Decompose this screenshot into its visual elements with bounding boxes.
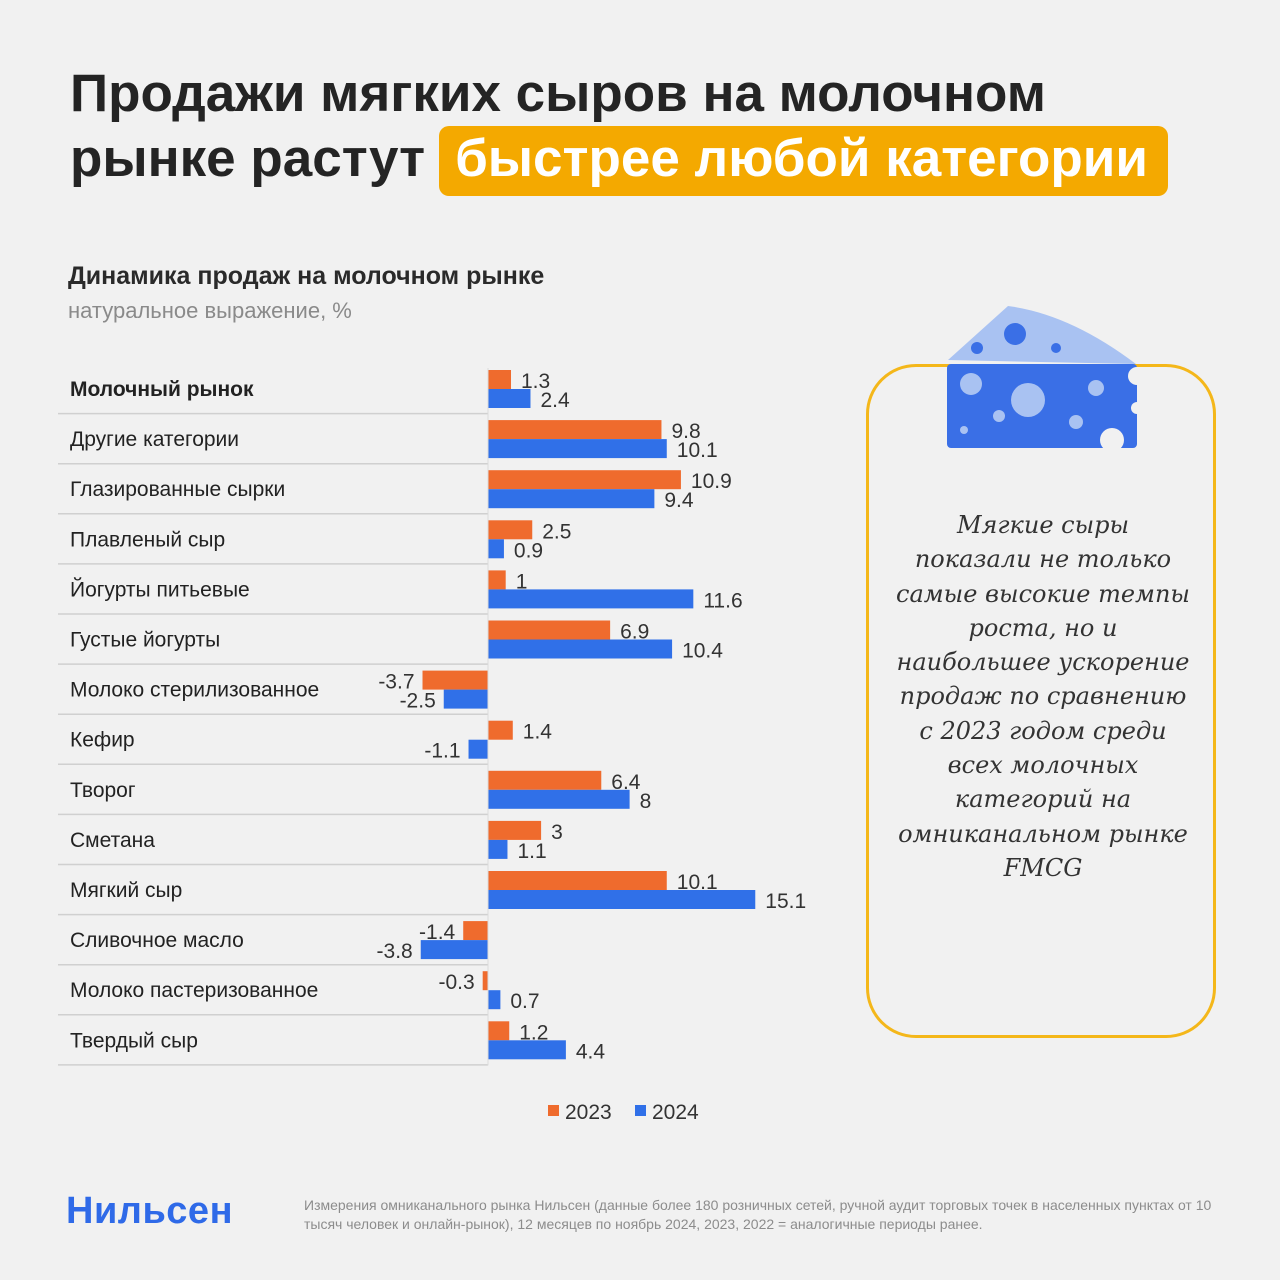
bar-2024: [443, 689, 488, 709]
headline-plain: рынке растут: [70, 129, 426, 188]
data-label-2024: -1.1: [424, 740, 460, 763]
category-label: Густые йогурты: [70, 629, 220, 652]
legend-label-2023: 2023: [565, 1101, 612, 1124]
data-label-2023: -1.4: [419, 921, 456, 944]
callout-text: Мягкие сыры показали не только самые выс…: [896, 511, 1190, 882]
data-label-2024: 11.6: [703, 589, 742, 612]
category-label: Мягкий сыр: [70, 879, 182, 902]
bar-2024: [488, 839, 508, 859]
data-label-2023: 9.8: [671, 420, 700, 443]
bar-2024: [488, 1040, 566, 1060]
headline-line-1: Продажи мягких сыров на молочном: [70, 64, 1046, 123]
category-label: Другие категории: [70, 428, 239, 451]
data-label-2023: -3.7: [378, 671, 414, 694]
data-label-2023: 6.4: [611, 771, 641, 794]
footnote: Измерения омниканального рынка Нильсен (…: [304, 1197, 1212, 1232]
bar-2023: [463, 921, 488, 941]
data-label-2024: 1.1: [517, 840, 546, 863]
bar-2023: [488, 470, 681, 490]
bar-2023: [422, 670, 488, 690]
data-label-2024: -3.8: [377, 940, 413, 963]
headline-line-2: рынке растут быстрее любой категории: [70, 126, 1250, 196]
bar-2024: [468, 739, 488, 759]
data-label-2024: 4.4: [576, 1040, 606, 1063]
nielsen-logo: Нильсен: [66, 1190, 234, 1232]
category-label: Глазированные сырки: [70, 478, 285, 501]
category-label: Сметана: [70, 829, 155, 852]
bar-2024: [488, 890, 756, 909]
legend-swatch-2023: [548, 1105, 559, 1116]
headline-highlight: быстрее любой категории: [439, 126, 1168, 196]
category-label: Плавленый сыр: [70, 528, 225, 551]
chart-title: Динамика продаж на молочном рынке: [68, 262, 545, 290]
legend-swatch-2024: [635, 1105, 646, 1116]
category-label: Творог: [70, 779, 136, 802]
bar-2023: [488, 570, 506, 590]
headline: Продажи мягких сыров на молочном рынке р…: [70, 62, 1250, 196]
data-label-2023: 1.4: [523, 721, 553, 744]
category-label: Сливочное масло: [70, 929, 244, 952]
bar-2024: [488, 789, 630, 809]
bar-2023: [488, 770, 602, 790]
bar-2023: [488, 370, 512, 389]
data-label-2023: 3: [551, 821, 563, 844]
data-label-2023: 6.9: [620, 621, 649, 644]
cheese-icon: [947, 306, 1140, 450]
data-label-2024: -2.5: [400, 690, 436, 713]
bar-2024: [488, 489, 655, 509]
bar-2023: [488, 620, 611, 640]
data-label-2023: 10.9: [691, 470, 732, 493]
data-label-2024: 0.7: [510, 990, 539, 1013]
data-label-2023: 1: [516, 570, 528, 593]
bar-2024: [488, 389, 531, 408]
category-label: Твердый сыр: [70, 1029, 198, 1052]
bar-2024: [488, 539, 504, 559]
data-label-2023: 1.2: [519, 1021, 548, 1044]
data-label-2024: 0.9: [514, 539, 543, 562]
data-label-2024: 10.4: [682, 640, 723, 663]
bar-2023: [488, 420, 662, 440]
bar-2024: [488, 639, 673, 659]
category-label: Йогурты питьевые: [70, 577, 250, 601]
category-label: Кефир: [70, 729, 135, 752]
bar-2024: [420, 940, 488, 960]
bar-2024: [488, 439, 667, 459]
bar-2023: [488, 871, 667, 890]
data-label-2024: 9.4: [664, 489, 694, 512]
bar-2023: [488, 1021, 510, 1041]
category-label: Молоко стерилизованное: [70, 679, 319, 702]
bar-2024: [488, 589, 694, 609]
data-label-2024: 8: [640, 790, 652, 813]
data-label-2024: 10.1: [677, 439, 718, 462]
data-label-2024: 2.4: [540, 389, 570, 412]
data-label-2024: 15.1: [765, 890, 806, 913]
bar-2023: [488, 520, 533, 540]
bar-2023: [488, 820, 542, 840]
chart-subtitle: натуральное выражение, %: [68, 298, 352, 323]
legend-label-2024: 2024: [652, 1101, 699, 1124]
bar-2023: [488, 720, 513, 740]
data-label-2023: -0.3: [439, 971, 475, 994]
category-label: Молоко пастеризованное: [70, 979, 318, 1002]
bar-2024: [488, 990, 501, 1010]
data-label-2023: 10.1: [677, 871, 718, 894]
bar-2023: [482, 971, 488, 991]
category-label: Молочный рынок: [70, 378, 254, 401]
data-label-2023: 1.3: [521, 370, 550, 393]
data-label-2023: 2.5: [542, 520, 571, 543]
